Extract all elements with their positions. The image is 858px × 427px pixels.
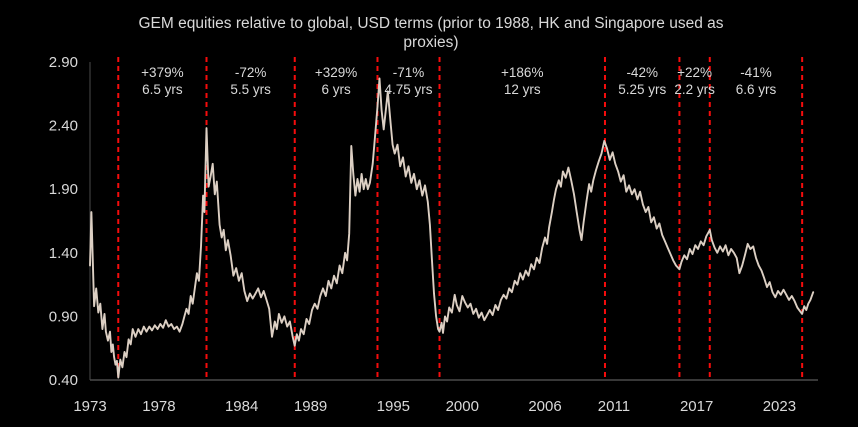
x-tick-label: 2006 [528, 398, 561, 415]
chart-title: GEM equities relative to global, USD ter… [138, 15, 724, 51]
cycle-divider-lines [117, 57, 804, 380]
x-tick-label: 2023 [763, 398, 796, 415]
x-tick-label: 1989 [294, 398, 327, 415]
x-tick-label: 2017 [680, 398, 713, 415]
y-tick-label: 0.40 [49, 372, 78, 389]
y-tick-label: 1.90 [49, 181, 78, 198]
cycle-change-label: +22% [677, 65, 712, 80]
y-axis-tick-labels: 2.90 2.40 1.90 1.40 0.90 0.40 [49, 54, 78, 389]
x-tick-label: 1984 [225, 398, 258, 415]
x-tick-label: 1973 [73, 398, 106, 415]
x-axis-tick-labels: 1973 1978 1984 1989 1995 2000 2006 2011 2017 2023 [73, 398, 796, 415]
cycle-duration-label: 5.25 yrs [618, 82, 666, 97]
y-tick-label: 2.40 [49, 118, 78, 135]
cycle-change-label: +186% [501, 65, 543, 80]
x-tick-label: 2011 [598, 398, 630, 415]
cycle-change-label: +329% [315, 65, 357, 80]
price-line-series [89, 77, 815, 379]
cycle-duration-label: 2.2 yrs [674, 82, 715, 97]
cycle-change-label: +379% [141, 65, 183, 80]
cycle-duration-label: 6.6 yrs [736, 82, 777, 97]
y-tick-label: 1.40 [49, 245, 78, 262]
x-tick-label: 2000 [446, 398, 479, 415]
cycle-duration-label: 12 yrs [504, 82, 541, 97]
x-tick-label: 1978 [142, 398, 175, 415]
x-tick-label: 1995 [377, 398, 410, 415]
cycle-change-label: -72% [235, 65, 267, 80]
y-tick-label: 2.90 [49, 54, 78, 71]
cycle-annotations: +379% 6.5 yrs -72% 5.5 yrs +329% 6 yrs -71% 4.7… [141, 65, 776, 97]
cycle-change-label: -42% [626, 65, 658, 80]
relative-performance-line [89, 77, 815, 379]
cycle-change-label: -41% [740, 65, 772, 80]
cycle-change-label: -71% [393, 65, 425, 80]
cycle-duration-label: 6.5 yrs [142, 82, 183, 97]
cycle-duration-label: 5.5 yrs [230, 82, 271, 97]
cycle-duration-label: 6 yrs [321, 82, 351, 97]
axes-group [89, 62, 818, 381]
cycle-duration-label: 4.75 yrs [384, 82, 432, 97]
y-tick-label: 0.90 [49, 308, 78, 325]
